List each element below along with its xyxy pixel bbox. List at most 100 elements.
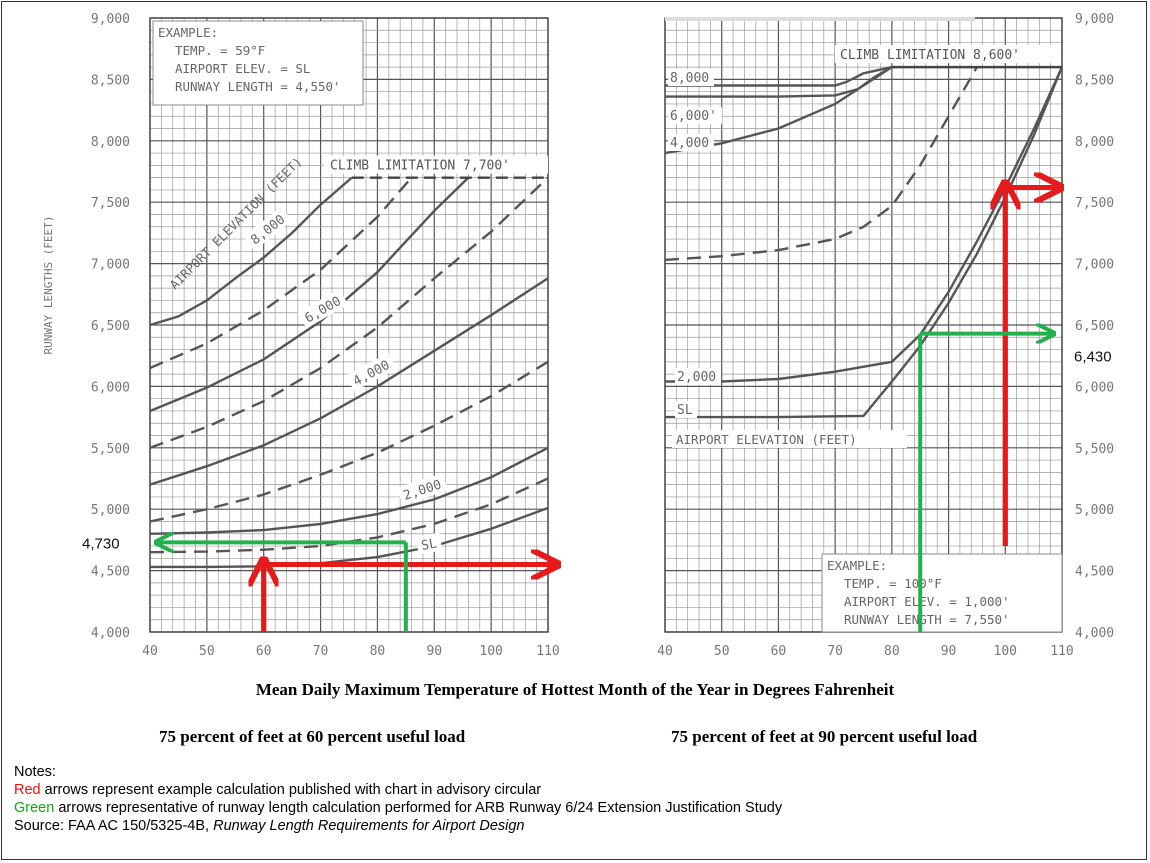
x-tick-label: 70: [313, 644, 329, 659]
climb-limit-label-bg: [835, 45, 1061, 64]
curve-label-bg: [668, 107, 722, 124]
curve-label-bg: [345, 352, 397, 392]
curve-dashed: [149, 176, 549, 449]
curve-solid: [665, 66, 1064, 419]
example-box: [152, 20, 364, 106]
y-tick-label: 6,000: [1075, 380, 1114, 395]
x-tick-label: 110: [1050, 644, 1073, 659]
note-red-word: Red: [14, 782, 41, 798]
note-red-arrows: Red arrows represent example calculation…: [14, 781, 782, 799]
example-elevation: AIRPORT ELEV. = SL: [175, 61, 310, 76]
elevation-axis-label: AIRPORT ELEVATION (FEET): [676, 432, 857, 447]
x-tick-label: 80: [370, 644, 386, 659]
y-tick-label: 4,000: [91, 626, 130, 641]
x-tick-label: 60: [771, 644, 787, 659]
x-tick-label: 80: [884, 644, 900, 659]
example-box: [821, 553, 1063, 633]
y-axis-title: RUNWAY LENGTHS (FEET): [42, 215, 55, 354]
y-tick-label: 8,500: [1075, 73, 1114, 88]
y-tick-label: 6,500: [91, 319, 130, 334]
y-tick-label: 5,000: [91, 503, 130, 518]
left-chart-caption: 75 percent of feet at 60 percent useful …: [159, 727, 466, 746]
curve-solid: [149, 277, 549, 486]
example-temp: TEMP. = 59°F: [175, 43, 265, 58]
curve-label-bg: [415, 532, 443, 555]
example-elevation: AIRPORT ELEV. = 1,000': [844, 594, 1010, 609]
y-tick-label: 8,500: [91, 73, 130, 88]
grid: [664, 17, 1063, 633]
curves: [149, 176, 549, 569]
note-green-text: arrows representative of runway length c…: [54, 800, 783, 816]
curve-label: 2,000: [677, 370, 716, 385]
note-source: Source: FAA AC 150/5325-4B, Runway Lengt…: [14, 817, 782, 835]
y-tick-label: 7,500: [91, 196, 130, 211]
temperature-axis-title: Mean Daily Maximum Temperature of Hottes…: [255, 680, 895, 699]
curve-label-bg: [243, 206, 293, 251]
x-tick-label: 100: [479, 644, 502, 659]
curve-label-bg: [675, 401, 697, 418]
y-tick-label: 4,500: [1075, 565, 1114, 580]
climb-limit-label: CLIMB LIMITATION 7,700': [330, 159, 510, 174]
y-tick-label: 7,500: [1075, 196, 1114, 211]
note-green-word: Green: [14, 800, 55, 816]
curve-label: 4,000: [670, 136, 709, 151]
notes-heading: Notes:: [14, 764, 56, 780]
example-title: EXAMPLE:: [158, 25, 218, 40]
climb-limit-label-bg: [324, 155, 548, 174]
curve-label-bg: [668, 134, 714, 151]
y-tick-label: 4,000: [1075, 626, 1114, 641]
result-value-label: 4,730: [82, 535, 120, 552]
grid: [149, 17, 549, 633]
x-tick-label: 50: [199, 644, 215, 659]
curve-label-bg: [396, 473, 449, 506]
curve-label: SL: [420, 536, 438, 554]
right-chart-panel: 40 50 60 70 80 90 100 1104,0004,5005,0005,5006,…: [657, 12, 1114, 659]
x-tick-label: 70: [827, 644, 843, 659]
scan-band: [665, 17, 975, 21]
curve-solid: [665, 65, 893, 87]
x-tick-label: 90: [941, 644, 957, 659]
y-tick-label: 5,000: [1075, 503, 1114, 518]
curve-solid: [149, 176, 470, 413]
y-tick-label: 6,500: [1075, 319, 1114, 334]
note-source-title: Runway Length Requirements for Airport D…: [213, 818, 525, 834]
curve-label: 8,000: [670, 71, 709, 86]
x-tick-label: 90: [426, 644, 442, 659]
runway-length-charts: 40 50 60 70 80 90 100 1104,0004,5005,0005,5006,…: [42, 12, 1114, 659]
curve-label: SL: [677, 403, 693, 418]
x-tick-label: 110: [536, 644, 559, 659]
y-tick-label: 9,000: [91, 12, 130, 27]
curve-solid: [149, 176, 353, 327]
note-source-prefix: Source: FAA AC 150/5325-4B,: [14, 818, 214, 834]
y-tick-label: 9,000: [1075, 12, 1114, 27]
climb-limit-label: CLIMB LIMITATION 8,600': [840, 48, 1020, 63]
y-tick-label: 7,000: [1075, 258, 1114, 273]
y-tick-label: 4,500: [91, 565, 130, 580]
y-tick-label: 7,000: [91, 258, 130, 273]
x-tick-label: 60: [256, 644, 272, 659]
x-tick-label: 100: [994, 644, 1017, 659]
note-green-arrows: Green arrows representative of runway le…: [14, 799, 782, 817]
elevation-label-bg: [672, 430, 907, 448]
example-title: EXAMPLE:: [827, 558, 887, 573]
result-value-label: 6,430: [1074, 349, 1112, 366]
example-runway-length: RUNWAY LENGTH = 4,550': [175, 79, 341, 94]
x-tick-label: 40: [142, 644, 158, 659]
y-tick-label: 8,000: [91, 135, 130, 150]
curve-solid: [150, 506, 549, 569]
note-red-text: arrows represent example calculation pub…: [40, 782, 542, 798]
curve-label-bg: [668, 69, 714, 86]
curve-dashed: [664, 66, 978, 262]
right-chart-caption: 75 percent of feet at 90 percent useful …: [671, 727, 978, 746]
curve-label-bg: [675, 368, 721, 385]
curve-label: 6,000': [670, 109, 717, 124]
x-tick-label: 40: [657, 644, 673, 659]
curve-dashed: [149, 176, 413, 370]
curve-label-bg: [297, 288, 349, 329]
curve-solid: [149, 446, 549, 535]
y-tick-label: 5,500: [91, 442, 130, 457]
notes-block: Notes: Red arrows represent example calc…: [14, 763, 782, 835]
example-temp: TEMP. = 100°F: [844, 576, 942, 591]
y-tick-label: 8,000: [1075, 135, 1114, 150]
